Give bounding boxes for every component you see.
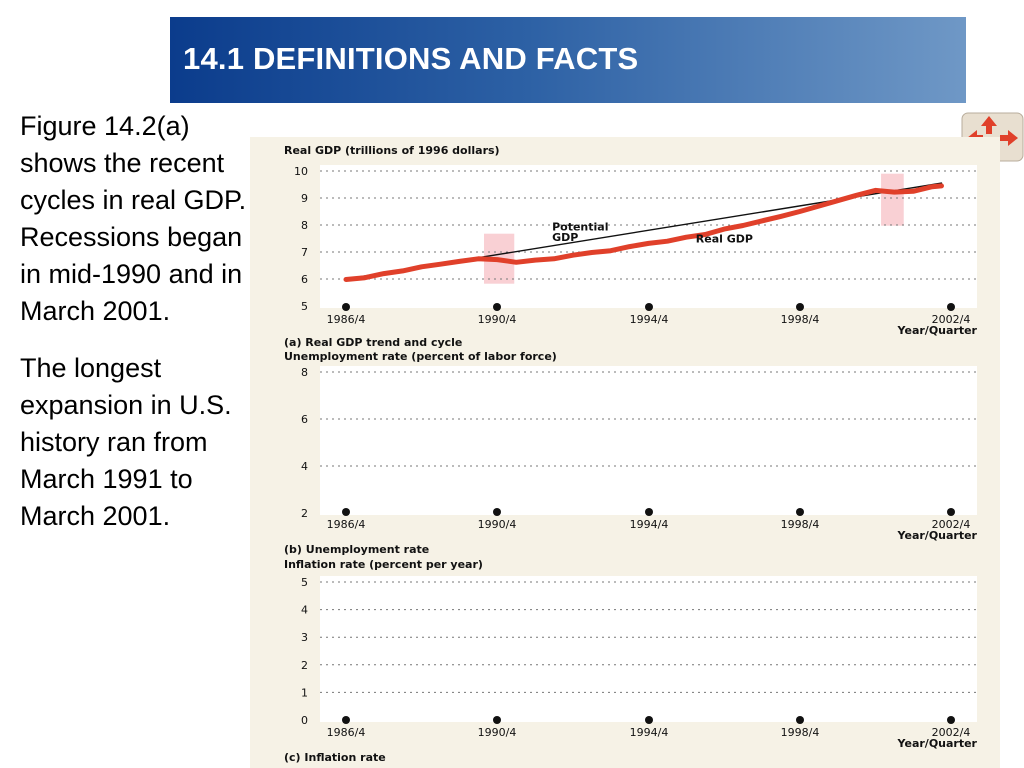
x-tick-dot <box>947 508 955 516</box>
real-gdp-line <box>343 183 944 282</box>
figure-panel: Real GDP (trillions of 1996 dollars) 5 6 7 8… <box>250 137 1000 768</box>
chart-caption-3: (c) Inflation rate <box>284 751 386 764</box>
body-paragraph-2: The longest expansion in U.S. history ra… <box>20 353 232 531</box>
x-tick-label: 1998/4 <box>781 726 820 739</box>
x-tick-dot <box>645 508 653 516</box>
real-gdp-annotation: Real GDP <box>696 233 753 246</box>
plot-area-2 <box>320 366 977 515</box>
potential-gdp-annotation: Potential <box>552 220 608 233</box>
x-tick-label: 1990/4 <box>478 726 517 739</box>
x-tick-label: 1994/4 <box>630 518 669 531</box>
potential-gdp-annotation: GDP <box>552 231 578 244</box>
x-tick-dot <box>947 716 955 724</box>
y-tick-label: 1 <box>301 686 308 699</box>
x-tick-dot <box>342 716 350 724</box>
y-tick-label: 4 <box>301 604 308 617</box>
x-tick-label: 2002/4 <box>932 726 971 739</box>
y-tick-label: 5 <box>301 300 308 313</box>
chart-title-2: Unemployment rate (percent of labor forc… <box>284 350 557 363</box>
x-tick-label: 1986/4 <box>327 726 366 739</box>
y-tick-label: 2 <box>301 507 308 520</box>
x-tick-label: 1998/4 <box>781 313 820 326</box>
x-axis-label: Year/Quarter <box>897 529 978 542</box>
plot-area-1 <box>320 165 977 308</box>
x-tick-dot <box>342 303 350 311</box>
x-tick-dot <box>796 508 804 516</box>
x-tick-dot <box>796 303 804 311</box>
chart-caption-2: (b) Unemployment rate <box>284 543 429 556</box>
x-tick-dot <box>493 508 501 516</box>
chart-title-1: Real GDP (trillions of 1996 dollars) <box>284 144 500 157</box>
y-tick-label: 10 <box>294 165 308 178</box>
plot-area-3 <box>320 576 977 722</box>
x-tick-label: 2002/4 <box>932 518 971 531</box>
y-tick-label: 5 <box>301 576 308 589</box>
y-tick-label: 9 <box>301 192 308 205</box>
chart-title-3: Inflation rate (percent per year) <box>284 558 483 571</box>
title-bar: 14.1 DEFINITIONS AND FACTS <box>170 17 966 103</box>
y-tick-label: 6 <box>301 273 308 286</box>
x-tick-dot <box>645 303 653 311</box>
recession-band <box>881 173 904 226</box>
x-axis-label: Year/Quarter <box>897 324 978 337</box>
y-tick-label: 0 <box>301 714 308 727</box>
x-axis-label: Year/Quarter <box>897 737 978 750</box>
y-tick-label: 2 <box>301 659 308 672</box>
body-paragraph-1: Figure 14.2(a) shows the recent cycles i… <box>20 111 247 326</box>
x-tick-label: 1990/4 <box>478 518 517 531</box>
x-tick-label: 1998/4 <box>781 518 820 531</box>
chart-svg: Real GDP (trillions of 1996 dollars) 5 6 7 8… <box>284 144 978 764</box>
slide-title: 14.1 DEFINITIONS AND FACTS <box>183 41 639 76</box>
y-tick-label: 6 <box>301 413 308 426</box>
y-tick-label: 8 <box>301 219 308 232</box>
x-tick-dot <box>493 716 501 724</box>
chart-caption-1: (a) Real GDP trend and cycle <box>284 336 462 349</box>
y-tick-label: 8 <box>301 366 308 379</box>
x-tick-label: 1990/4 <box>478 313 517 326</box>
body-text: Figure 14.2(a) shows the recent cycles i… <box>20 108 250 555</box>
x-tick-label: 1986/4 <box>327 518 366 531</box>
x-tick-label: 1994/4 <box>630 726 669 739</box>
x-tick-label: 1986/4 <box>327 313 366 326</box>
x-tick-dot <box>342 508 350 516</box>
x-tick-label: 2002/4 <box>932 313 971 326</box>
y-tick-label: 3 <box>301 631 308 644</box>
x-tick-dot <box>645 716 653 724</box>
y-tick-label: 7 <box>301 246 308 259</box>
x-tick-dot <box>493 303 501 311</box>
x-tick-dot <box>947 303 955 311</box>
x-tick-label: 1994/4 <box>630 313 669 326</box>
y-tick-label: 4 <box>301 460 308 473</box>
x-tick-dot <box>796 716 804 724</box>
